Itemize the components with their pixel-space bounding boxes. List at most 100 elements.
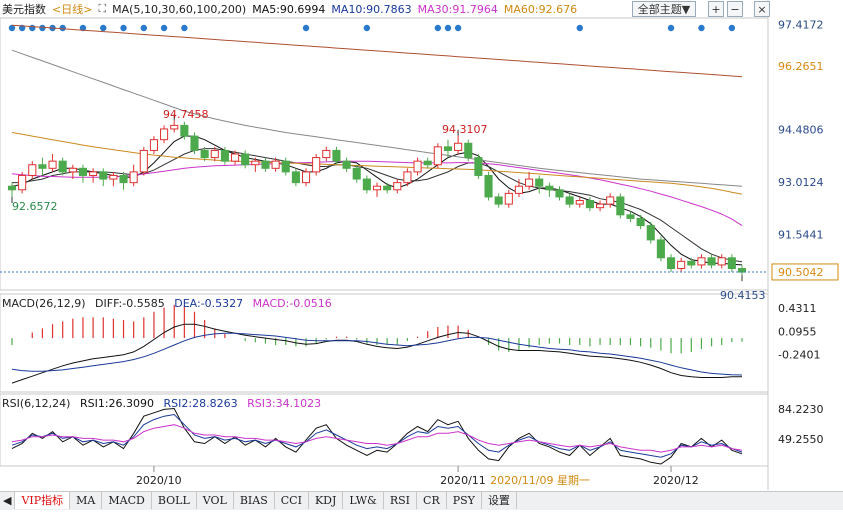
tab-rsi[interactable]: RSI (384, 492, 418, 509)
event-dot (39, 24, 46, 32)
candle-body (68, 167, 77, 173)
candle-body (413, 160, 422, 173)
tab-vip-indicators[interactable]: VIP指标 (15, 492, 71, 509)
tab-settings[interactable]: 设置 (482, 492, 517, 509)
candle-body (494, 196, 503, 205)
macd-title: MACD(26,12,9) (2, 297, 86, 310)
event-dot (698, 24, 705, 32)
ma-line-ma60 (11, 132, 743, 195)
candle-body (575, 200, 584, 205)
candle-body (322, 149, 331, 159)
candle-body (687, 260, 696, 266)
candle-body (149, 139, 158, 151)
rsi-axis-label: 49.2550 (778, 433, 824, 446)
candle-body (423, 160, 432, 166)
candle-body (525, 178, 534, 187)
tab-cr[interactable]: CR (417, 492, 447, 509)
candle-body (677, 260, 686, 270)
price-annotation: 90.4153 (720, 289, 766, 302)
tab-psy[interactable]: PSY (447, 492, 482, 509)
zoom-in-button[interactable]: + (708, 1, 724, 17)
tab-kdj[interactable]: KDJ (309, 492, 344, 509)
candle-body (555, 189, 564, 198)
event-dot (434, 24, 442, 32)
tab-bias[interactable]: BIAS (234, 492, 275, 509)
candle-body (58, 160, 67, 173)
macd-axis-label: 0.4311 (778, 302, 817, 315)
candle-body (514, 185, 523, 194)
tab-macd[interactable]: MACD (102, 492, 152, 509)
tab-scroll-left[interactable]: ◀ (0, 492, 16, 509)
rsi-line-rsi3 (11, 424, 743, 453)
macd-axis-label: 0.0955 (778, 325, 817, 338)
theme-dropdown[interactable]: 全部主题▼ (632, 1, 696, 17)
candle-body (504, 192, 513, 205)
price-annotation: 92.6572 (12, 200, 58, 213)
ma-line-ma200 (11, 24, 743, 78)
candle-body (301, 171, 311, 184)
rsi-3: RSI3:34.1023 (247, 397, 322, 410)
event-dot (100, 24, 107, 32)
y-axis-label: 91.5441 (778, 229, 824, 242)
legend-ma-params: MA(5,10,30,60,100,200) (112, 2, 247, 16)
macd-dif: DIFF:-0.5585 (95, 297, 165, 310)
price-annotation: 94.7458 (163, 108, 209, 121)
candle-body (261, 160, 270, 169)
candle-body (474, 157, 483, 176)
candle-body (119, 174, 128, 184)
candle-body (28, 164, 37, 176)
legend-ma60: MA60:92.676 (503, 2, 578, 16)
tab-lw[interactable]: LW& (343, 492, 384, 509)
event-dot (302, 24, 310, 32)
macd-value: MACD:-0.0516 (252, 297, 332, 310)
candle-body (352, 167, 361, 180)
candle-body (403, 171, 412, 184)
y-axis-label: 97.4172 (778, 19, 824, 32)
macd-dea-line (11, 332, 743, 376)
candle-body (697, 257, 706, 266)
ma-line-ma100 (11, 49, 743, 187)
event-dot (140, 24, 148, 32)
event-dot (454, 24, 462, 32)
rsi-title: RSI(6,12,24) (2, 397, 71, 410)
candle-body (484, 174, 493, 198)
candle-body (362, 178, 371, 191)
event-dot (120, 24, 127, 32)
candle-body (7, 185, 17, 191)
candle-body (616, 196, 625, 216)
rsi-line-rsi1 (11, 407, 743, 465)
tab-cci[interactable]: CCI (275, 492, 309, 509)
event-dot (576, 24, 583, 32)
rsi-1: RSI1:26.3090 (79, 397, 155, 410)
candle-body (190, 135, 199, 151)
y-axis-label: 93.0124 (778, 176, 824, 189)
candle-body (231, 153, 240, 162)
candle-body (454, 142, 463, 151)
close-button[interactable]: × (754, 1, 770, 17)
legend-period[interactable]: <日线> (52, 3, 93, 16)
tab-boll[interactable]: BOLL (152, 492, 197, 509)
tab-vol[interactable]: VOL (197, 492, 234, 509)
candle-body (281, 160, 290, 173)
candle-body (535, 178, 544, 187)
zoom-out-button[interactable]: − (727, 1, 743, 17)
tab-ma[interactable]: MA (70, 492, 103, 509)
macd-legend: MACD(26,12,9) DIFF:-0.5585 DEA:-0.5327 M… (2, 297, 338, 310)
candle-body (545, 185, 554, 191)
candle-body (78, 167, 88, 176)
candle-body (241, 153, 250, 166)
ma-line-ma10 (12, 148, 743, 263)
candle-body (89, 171, 98, 176)
rsi-axis-label: 84.2230 (778, 403, 824, 416)
candle-body (596, 203, 605, 209)
candle-body (383, 185, 392, 191)
candle-body (666, 257, 676, 270)
event-dot (728, 24, 736, 32)
candle-body (717, 257, 726, 266)
y-axis-label: 94.4806 (778, 124, 824, 137)
candle-body (565, 196, 574, 205)
candle-body (312, 157, 321, 173)
candle-body (443, 146, 453, 151)
candle-icon: ⛶ (98, 2, 107, 15)
candle-body (38, 164, 47, 169)
